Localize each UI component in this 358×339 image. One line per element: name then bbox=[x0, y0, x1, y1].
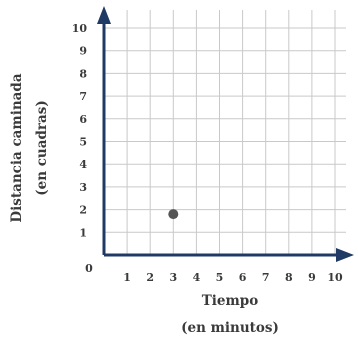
x-axis-title-line1: Tiempo bbox=[202, 293, 259, 309]
grid bbox=[104, 10, 346, 255]
y-axis-arrow bbox=[97, 6, 111, 24]
y-tick-label: 6 bbox=[79, 113, 87, 126]
y-tick-label: 3 bbox=[79, 181, 87, 194]
tick-labels: 1 2 3 4 5 6 7 8 9 10 1 2 3 4 5 6 7 8 9 10 bbox=[72, 22, 343, 284]
x-tick-label: 2 bbox=[146, 271, 154, 284]
x-axis-title-line2: (en minutos) bbox=[181, 320, 279, 336]
y-tick-label: 9 bbox=[79, 45, 87, 58]
y-tick-label: 8 bbox=[79, 67, 87, 80]
x-tick-label: 10 bbox=[327, 271, 343, 284]
y-tick-label: 10 bbox=[72, 22, 88, 35]
x-tick-label: 1 bbox=[123, 271, 131, 284]
y-tick-label: 2 bbox=[79, 204, 87, 217]
x-tick-label: 7 bbox=[262, 271, 270, 284]
y-axis-title-line2: (en cuadras) bbox=[34, 100, 50, 196]
x-tick-label: 5 bbox=[216, 271, 224, 284]
y-tick-label: 5 bbox=[79, 136, 87, 149]
data-point bbox=[168, 209, 179, 220]
data-points bbox=[168, 209, 179, 220]
x-axis-arrow bbox=[336, 248, 354, 262]
x-tick-label: 8 bbox=[285, 271, 293, 284]
y-axis-title-line1: Distancia caminada bbox=[9, 73, 25, 222]
origin-label: 0 bbox=[85, 262, 93, 275]
y-tick-label: 7 bbox=[79, 90, 87, 103]
x-tick-label: 9 bbox=[308, 271, 316, 284]
x-tick-label: 3 bbox=[169, 271, 177, 284]
x-tick-label: 6 bbox=[239, 271, 247, 284]
y-tick-label: 4 bbox=[79, 158, 87, 171]
y-tick-label: 1 bbox=[79, 226, 87, 239]
x-tick-label: 4 bbox=[193, 271, 201, 284]
axes bbox=[97, 6, 354, 262]
